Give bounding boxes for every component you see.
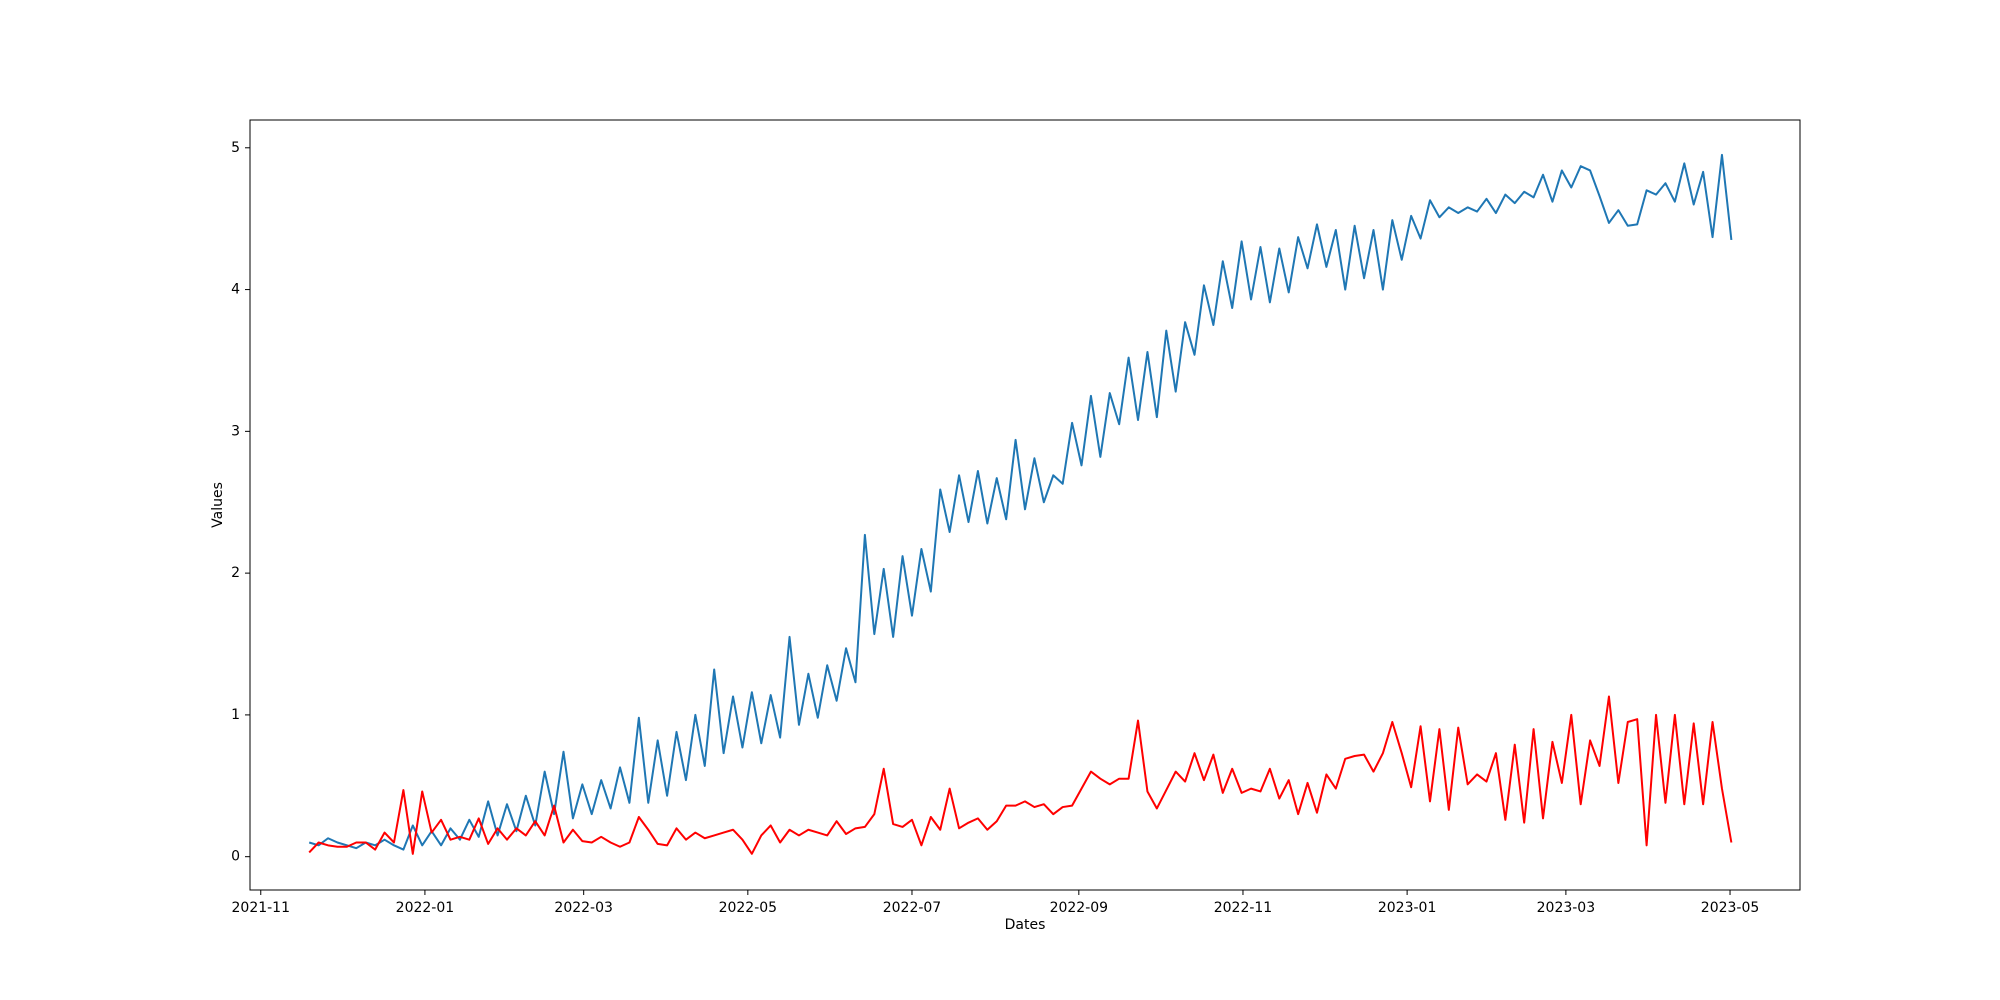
- y-tick-label: 4: [231, 282, 240, 298]
- x-tick-label: 2022-09: [1050, 900, 1109, 916]
- x-tick-label: 2022-05: [719, 900, 778, 916]
- x-tick-label: 2023-03: [1537, 900, 1596, 916]
- series-line: [308, 153, 1733, 851]
- x-tick-label: 2023-05: [1701, 900, 1760, 916]
- x-axis-label: Dates: [1005, 917, 1046, 933]
- y-tick-label: 0: [231, 849, 240, 865]
- y-tick-label: 1: [231, 707, 240, 723]
- y-axis-label: Values: [210, 482, 226, 528]
- x-tick-label: 2023-01: [1378, 900, 1437, 916]
- series-line: [308, 695, 1733, 855]
- x-tick-label: 2022-01: [396, 900, 455, 916]
- y-tick-label: 2: [231, 565, 240, 581]
- x-tick-label: 2022-03: [554, 900, 613, 916]
- x-tick-label: 2022-07: [883, 900, 942, 916]
- x-tick-label: 2022-11: [1214, 900, 1273, 916]
- y-tick-label: 3: [231, 423, 240, 439]
- plot-frame: [249, 119, 1801, 891]
- y-tick-label: 5: [231, 140, 240, 156]
- x-tick-label: 2021-11: [232, 900, 291, 916]
